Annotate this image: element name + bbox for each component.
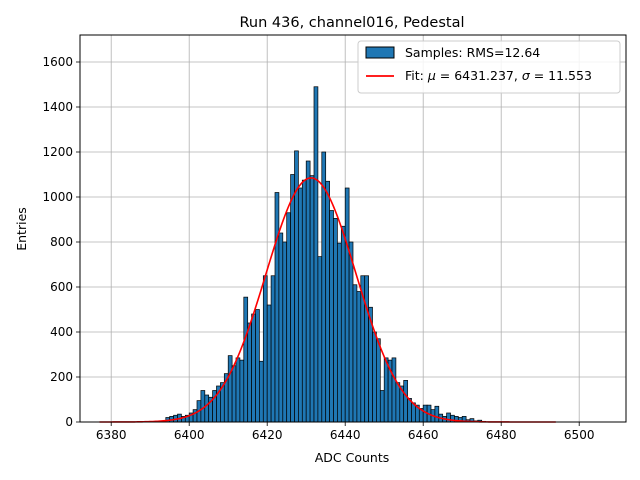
y-tick-label: 0	[65, 415, 73, 429]
histogram-bar	[313, 86, 319, 423]
histogram-bar	[372, 331, 377, 423]
histogram-bar	[317, 256, 323, 423]
x-axis-ticks: 6380 6400 6420 6440 6460 6480 6500	[96, 422, 595, 442]
histogram-bar	[204, 394, 210, 423]
x-tick-label: 6500	[564, 428, 595, 442]
x-tick-label: 6420	[252, 428, 283, 442]
histogram-bar	[344, 187, 350, 423]
y-axis-label: Entries	[14, 207, 29, 251]
histogram-bar	[243, 296, 249, 423]
histogram-bar	[286, 212, 291, 423]
histogram-bar	[356, 291, 362, 423]
legend-box	[357, 40, 621, 94]
histogram-bar	[227, 355, 233, 423]
histogram-bar	[348, 241, 354, 423]
legend-samples-label: Samples: RMS=12.64	[405, 45, 540, 60]
legend: Samples: RMS=12.64 Fit: μ = 6431.237, σ …	[357, 40, 621, 94]
x-tick-label: 6400	[174, 428, 205, 442]
histogram-bar	[321, 151, 327, 423]
histogram-bar	[395, 382, 401, 423]
histogram-bar	[383, 357, 389, 423]
histogram-bar	[200, 390, 206, 423]
histogram-bar	[231, 365, 237, 423]
histogram-bar	[239, 359, 245, 423]
histogram-bar	[235, 357, 241, 423]
histogram-bar	[337, 242, 342, 423]
x-tick-label: 6440	[330, 428, 361, 442]
y-axis-ticks: 0 200 400 600 800 1000 1200 1400 1600	[42, 55, 80, 429]
y-tick-label: 600	[50, 280, 73, 294]
legend-samples-swatch	[365, 46, 395, 59]
histogram-bar	[247, 322, 252, 423]
histogram-bar	[403, 380, 408, 423]
histogram-bar	[274, 192, 280, 423]
chart-title: Run 436, channel016, Pedestal	[239, 15, 464, 31]
x-tick-label: 6460	[408, 428, 439, 442]
legend-fit-label: Fit: μ = 6431.237, σ = 11.553	[405, 68, 592, 83]
histogram-bar	[305, 160, 311, 423]
histogram-bar	[301, 179, 307, 423]
x-tick-label: 6380	[96, 428, 127, 442]
x-tick-label: 6480	[486, 428, 517, 442]
histogram-bar	[376, 338, 381, 423]
histogram-bar	[262, 275, 268, 423]
plot-frame	[79, 34, 627, 423]
histogram-bar	[352, 284, 358, 423]
histogram-bar	[278, 232, 284, 423]
histogram-bar	[259, 360, 264, 423]
histogram-bar	[391, 357, 397, 423]
histogram-bar	[364, 275, 369, 423]
y-tick-label: 800	[50, 235, 73, 249]
y-tick-label: 400	[50, 325, 73, 339]
y-tick-label: 1000	[42, 190, 73, 204]
y-tick-label: 1600	[42, 55, 73, 69]
histogram-bar	[282, 241, 288, 423]
histogram-bar	[251, 313, 256, 423]
x-axis-label: ADC Counts	[315, 450, 390, 465]
histogram-bar	[340, 225, 346, 423]
histogram-bar	[379, 390, 385, 423]
histogram-bar	[270, 275, 276, 423]
histogram-bar	[325, 180, 330, 423]
y-tick-label: 200	[50, 370, 73, 384]
histogram-bar	[290, 174, 295, 423]
histogram-bar	[298, 187, 303, 423]
y-tick-label: 1400	[42, 100, 73, 114]
histogram-bar	[434, 405, 440, 423]
y-tick-label: 1200	[42, 145, 73, 159]
histogram-bar	[329, 210, 334, 423]
histogram-bar	[266, 304, 272, 423]
histogram-bar	[309, 175, 315, 423]
histogram-bar	[333, 218, 338, 423]
histogram-bar	[255, 309, 260, 423]
